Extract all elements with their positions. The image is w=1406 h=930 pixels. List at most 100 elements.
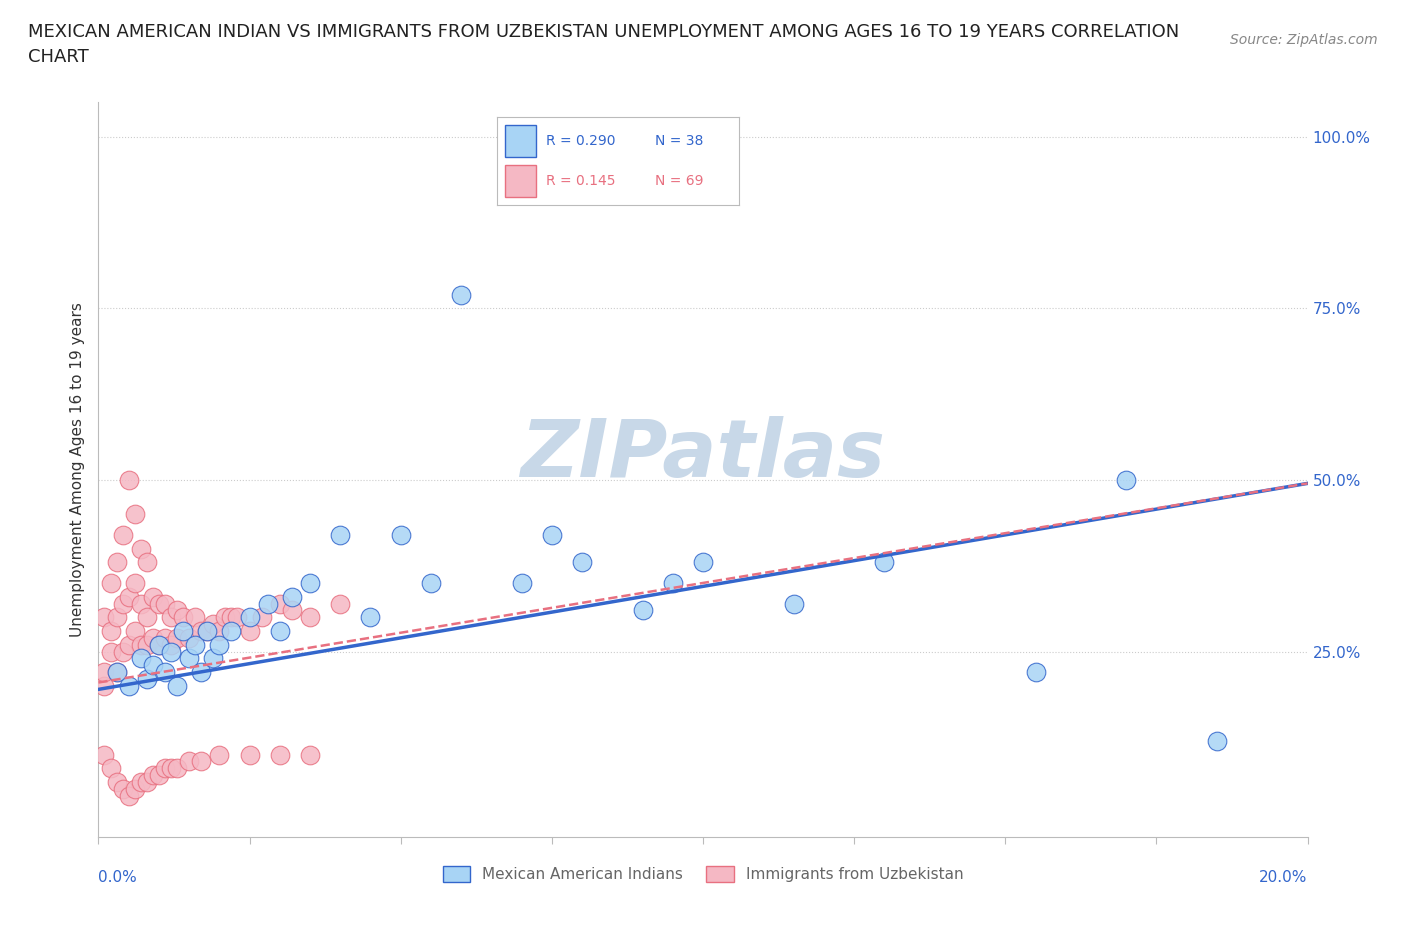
Point xyxy=(166,603,188,618)
Point xyxy=(129,775,152,790)
Point xyxy=(148,637,170,652)
Point xyxy=(111,644,134,659)
Point xyxy=(269,596,291,611)
Point xyxy=(1206,734,1229,749)
Point xyxy=(239,624,262,639)
Point xyxy=(281,603,304,618)
Point xyxy=(129,637,152,652)
Point xyxy=(179,651,201,666)
Point xyxy=(184,610,207,625)
Point xyxy=(329,596,352,611)
Text: Source: ZipAtlas.com: Source: ZipAtlas.com xyxy=(1230,33,1378,46)
Point xyxy=(299,747,322,762)
Point xyxy=(208,637,231,652)
Point xyxy=(124,781,146,796)
Point xyxy=(135,775,157,790)
Y-axis label: Unemployment Among Ages 16 to 19 years: Unemployment Among Ages 16 to 19 years xyxy=(69,302,84,637)
Point xyxy=(166,761,188,776)
Point xyxy=(360,610,382,625)
Point xyxy=(153,631,176,645)
Point xyxy=(783,596,806,611)
Point xyxy=(111,781,134,796)
Point xyxy=(118,637,141,652)
Point xyxy=(142,768,165,783)
Point xyxy=(93,610,115,625)
Point xyxy=(160,610,183,625)
Point xyxy=(208,624,231,639)
Point xyxy=(510,576,533,591)
Point xyxy=(420,576,443,591)
Point xyxy=(329,527,352,542)
Point xyxy=(160,761,183,776)
Point xyxy=(571,555,593,570)
Point xyxy=(100,624,122,639)
Text: MEXICAN AMERICAN INDIAN VS IMMIGRANTS FROM UZBEKISTAN UNEMPLOYMENT AMONG AGES 16: MEXICAN AMERICAN INDIAN VS IMMIGRANTS FR… xyxy=(28,23,1180,66)
Point xyxy=(105,665,128,680)
Point xyxy=(299,610,322,625)
Point xyxy=(631,603,654,618)
Point xyxy=(100,576,122,591)
Point xyxy=(135,671,157,686)
Point xyxy=(190,624,212,639)
Point xyxy=(148,637,170,652)
Point xyxy=(153,761,176,776)
Point xyxy=(160,637,183,652)
Point xyxy=(179,631,201,645)
Point xyxy=(105,775,128,790)
Point xyxy=(190,665,212,680)
Point xyxy=(118,679,141,694)
Text: ZIPatlas: ZIPatlas xyxy=(520,416,886,494)
Point xyxy=(172,624,194,639)
Text: 0.0%: 0.0% xyxy=(98,870,138,885)
Point xyxy=(118,472,141,487)
Point xyxy=(142,658,165,672)
Point xyxy=(1024,665,1046,680)
Point xyxy=(148,596,170,611)
Point xyxy=(202,617,225,631)
Point xyxy=(239,747,262,762)
Point xyxy=(221,610,243,625)
Point xyxy=(105,555,128,570)
Point xyxy=(166,679,188,694)
Point xyxy=(179,754,201,769)
Point xyxy=(269,747,291,762)
Point xyxy=(153,665,176,680)
Point xyxy=(93,679,115,694)
Point xyxy=(184,637,207,652)
Point xyxy=(111,527,134,542)
Point xyxy=(221,624,243,639)
Point xyxy=(100,761,122,776)
Legend: Mexican American Indians, Immigrants from Uzbekistan: Mexican American Indians, Immigrants fro… xyxy=(436,860,970,888)
Text: 20.0%: 20.0% xyxy=(1260,870,1308,885)
Point xyxy=(195,624,218,639)
Point xyxy=(129,651,152,666)
Point xyxy=(118,590,141,604)
Point xyxy=(540,527,562,542)
Point xyxy=(111,596,134,611)
Point xyxy=(124,507,146,522)
Point xyxy=(160,644,183,659)
Point xyxy=(450,287,472,302)
Point xyxy=(208,747,231,762)
Point xyxy=(190,754,212,769)
Point xyxy=(105,665,128,680)
Point xyxy=(129,596,152,611)
Point xyxy=(124,624,146,639)
Point xyxy=(195,624,218,639)
Point xyxy=(661,576,683,591)
Point xyxy=(100,644,122,659)
Point xyxy=(105,610,128,625)
Point xyxy=(124,576,146,591)
Point xyxy=(226,610,249,625)
Point xyxy=(118,789,141,804)
Point xyxy=(250,610,273,625)
Point xyxy=(873,555,896,570)
Point xyxy=(214,610,236,625)
Point xyxy=(269,624,291,639)
Point xyxy=(166,631,188,645)
Point xyxy=(93,747,115,762)
Point xyxy=(281,590,304,604)
Point xyxy=(135,637,157,652)
Point xyxy=(202,651,225,666)
Point xyxy=(389,527,412,542)
